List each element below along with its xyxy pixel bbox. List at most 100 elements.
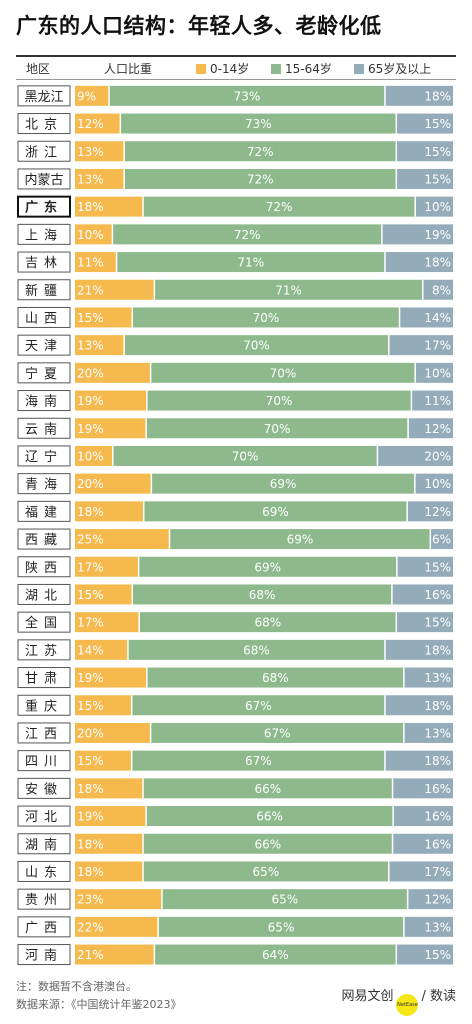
brand-section: / 数读 [421, 989, 456, 1004]
bar-segment-old [396, 944, 453, 965]
region-label: 河南 [25, 948, 63, 964]
legend-swatch-working [271, 64, 281, 74]
bar-segment-young [75, 889, 162, 910]
bar-segment-old [384, 252, 453, 273]
region-label: 广东 [25, 200, 63, 216]
legend-header: 地区 人口比重 0-14岁 15-64岁 65岁及以上 [16, 55, 456, 80]
bar-segment-old [388, 335, 453, 356]
bar-segment-old [381, 224, 453, 245]
data-label: 18% [424, 89, 451, 103]
data-label: 11% [77, 256, 104, 270]
region-label: 广西 [25, 921, 63, 936]
bar-segment-working [112, 224, 382, 245]
region-label-box [17, 750, 71, 772]
data-label: 65% [253, 865, 280, 879]
bar-segment-working [146, 418, 409, 439]
data-label: 66% [254, 837, 281, 851]
legend-label-old: 65岁及以上 [368, 62, 432, 76]
region-label: 浙江 [25, 145, 63, 160]
data-label: 15% [77, 311, 104, 325]
data-label: 13% [424, 920, 451, 934]
bar-segment-old [407, 889, 453, 910]
data-label: 20% [424, 449, 451, 463]
bar-segment-old [403, 916, 453, 937]
bar-segment-old [399, 307, 453, 328]
data-label: 12% [424, 422, 451, 436]
bar-segment-young [75, 113, 121, 134]
region-label-box [17, 362, 71, 384]
region-label: 云南 [25, 421, 63, 437]
region-label-box [17, 805, 71, 827]
bar-segment-young [75, 473, 152, 494]
bar-segment-old [396, 113, 453, 134]
data-label: 16% [424, 837, 451, 851]
data-label: 6% [432, 533, 451, 547]
data-label: 72% [266, 200, 293, 214]
data-label: 73% [234, 89, 261, 103]
bar-segment-working [154, 279, 423, 300]
bar-segment-working [139, 612, 397, 633]
data-label: 10% [424, 200, 451, 214]
bar-segment-working [132, 584, 392, 605]
data-label: 68% [262, 671, 289, 685]
data-label: 16% [424, 782, 451, 796]
data-label: 72% [247, 145, 274, 159]
region-label-box [17, 306, 71, 328]
data-source: 数据来源：《中国统计年鉴2023》 [16, 998, 182, 1011]
region-label: 陕西 [25, 561, 63, 576]
bar-segment-working [161, 889, 408, 910]
bar-segment-young [75, 279, 155, 300]
bar-segment-young [75, 667, 147, 688]
bar-segment-young [75, 806, 147, 827]
bar-segment-working [131, 695, 385, 716]
bar-segment-young [75, 307, 133, 328]
bar-segment-old [415, 362, 453, 383]
data-label: 13% [77, 339, 104, 353]
legend-swatch-old [354, 64, 364, 74]
data-label: 69% [270, 477, 297, 491]
region-label: 江西 [25, 727, 63, 742]
region-label-box [17, 445, 71, 467]
region-label: 福建 [25, 505, 63, 520]
data-label: 73% [245, 117, 272, 131]
data-label: 17% [424, 339, 451, 353]
bar-segment-old [403, 722, 453, 743]
region-label-box [17, 390, 71, 412]
legend-item-young: 0-14岁 [196, 60, 249, 77]
data-label: 10% [424, 477, 451, 491]
region-label: 贵州 [25, 893, 63, 908]
bar-segment-young [75, 722, 151, 743]
region-label-box [17, 85, 71, 107]
bar-segment-young [75, 750, 132, 771]
data-label: 15% [77, 699, 104, 713]
region-label-box [17, 583, 71, 605]
data-label: 23% [77, 893, 104, 907]
data-label: 18% [77, 200, 104, 214]
bar-segment-working [151, 473, 415, 494]
region-label: 海南 [25, 394, 63, 410]
bar-segment-working [109, 85, 385, 106]
bar-segment-working [143, 778, 393, 799]
bar-segment-young [75, 695, 132, 716]
ratio-column-label: 人口比重 [104, 62, 153, 76]
data-label: 16% [424, 588, 451, 602]
bar-segment-old [377, 445, 453, 466]
data-label: 15% [424, 117, 451, 131]
data-label: 11% [424, 394, 451, 408]
data-label: 67% [264, 726, 291, 740]
region-column-label: 地区 [26, 62, 51, 76]
data-label: 18% [77, 837, 104, 851]
brand-name: 网易文创 [341, 989, 394, 1004]
data-label: 19% [77, 422, 104, 436]
region-label-box [17, 195, 71, 218]
bar-segment-young [75, 861, 144, 882]
data-label: 18% [77, 505, 104, 519]
bar-segment-working [131, 750, 385, 771]
data-label: 19% [77, 394, 104, 408]
region-label: 上海 [25, 228, 63, 243]
legend-swatch-young [196, 64, 206, 74]
data-label: 12% [77, 117, 104, 131]
bar-segment-young [75, 529, 170, 550]
region-label-box [17, 500, 71, 522]
data-label: 15% [424, 616, 451, 630]
